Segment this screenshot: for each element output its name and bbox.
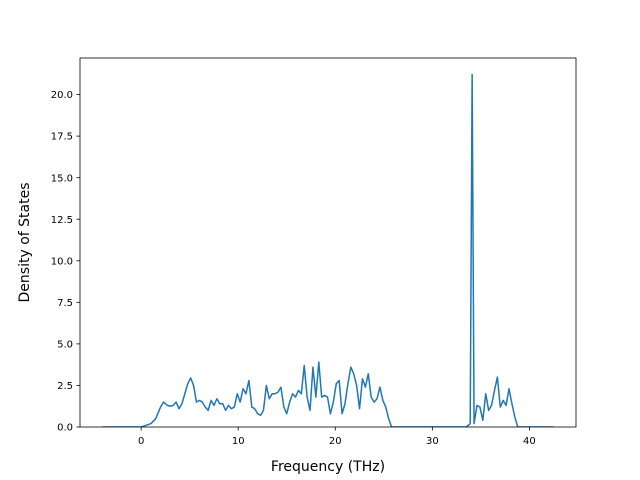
y-tick-label: 2.5 <box>57 381 73 392</box>
x-tick-label: 30 <box>426 436 439 447</box>
x-tick-label: 40 <box>523 436 536 447</box>
y-axis-ticks: 0.0 2.5 5.0 7.5 10.0 12.5 15.0 17.5 20.0 <box>51 90 80 434</box>
y-axis-label: Density of States <box>17 183 33 303</box>
y-tick-label: 15.0 <box>51 173 73 184</box>
y-tick-label: 5.0 <box>57 339 73 350</box>
x-axis-ticks: 0 10 20 30 40 <box>138 427 536 447</box>
y-tick-label: 0.0 <box>57 423 73 434</box>
y-tick-label: 12.5 <box>51 215 73 226</box>
x-tick-label: 20 <box>329 436 342 447</box>
x-axis-label: Frequency (THz) <box>271 459 385 475</box>
y-tick-label: 10.0 <box>51 256 73 267</box>
x-tick-label: 0 <box>138 436 144 447</box>
y-tick-label: 20.0 <box>51 90 73 101</box>
plot-frame <box>79 57 577 428</box>
dos-series-line <box>102 73 554 427</box>
y-tick-label: 17.5 <box>51 132 73 143</box>
y-tick-label: 7.5 <box>57 298 73 309</box>
x-tick-label: 10 <box>232 436 245 447</box>
series-layer <box>102 73 554 427</box>
